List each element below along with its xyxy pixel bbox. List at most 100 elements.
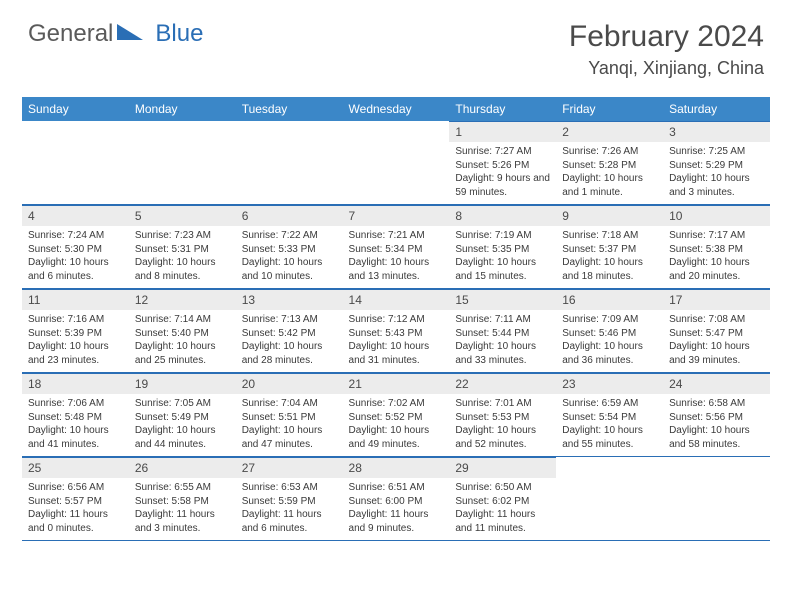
sunset-text: Sunset: 5:35 PM xyxy=(455,243,550,257)
day-info: Sunrise: 7:13 AMSunset: 5:42 PMDaylight:… xyxy=(236,310,343,372)
calendar-week-row: 18Sunrise: 7:06 AMSunset: 5:48 PMDayligh… xyxy=(22,373,770,457)
sunrise-text: Sunrise: 7:19 AM xyxy=(455,229,550,243)
sunrise-text: Sunrise: 7:27 AM xyxy=(455,145,550,159)
daylight-text: Daylight: 10 hours and 18 minutes. xyxy=(562,256,657,283)
sunset-text: Sunset: 5:53 PM xyxy=(455,411,550,425)
calendar-day-cell: 9Sunrise: 7:18 AMSunset: 5:37 PMDaylight… xyxy=(556,205,663,289)
day-number: 27 xyxy=(236,457,343,478)
daylight-text: Daylight: 10 hours and 8 minutes. xyxy=(135,256,230,283)
calendar-day-cell: 26Sunrise: 6:55 AMSunset: 5:58 PMDayligh… xyxy=(129,457,236,541)
calendar-day-cell: 21Sunrise: 7:02 AMSunset: 5:52 PMDayligh… xyxy=(343,373,450,457)
day-number: 22 xyxy=(449,373,556,394)
calendar-day-cell: 12Sunrise: 7:14 AMSunset: 5:40 PMDayligh… xyxy=(129,289,236,373)
calendar-day-cell: 6Sunrise: 7:22 AMSunset: 5:33 PMDaylight… xyxy=(236,205,343,289)
daylight-text: Daylight: 11 hours and 6 minutes. xyxy=(242,508,337,535)
sunrise-text: Sunrise: 7:09 AM xyxy=(562,313,657,327)
day-info: Sunrise: 7:04 AMSunset: 5:51 PMDaylight:… xyxy=(236,394,343,456)
sunrise-text: Sunrise: 7:04 AM xyxy=(242,397,337,411)
calendar-day-cell: 16Sunrise: 7:09 AMSunset: 5:46 PMDayligh… xyxy=(556,289,663,373)
day-info: Sunrise: 6:50 AMSunset: 6:02 PMDaylight:… xyxy=(449,478,556,540)
location-label: Yanqi, Xinjiang, China xyxy=(569,58,764,79)
calendar-day-cell: 29Sunrise: 6:50 AMSunset: 6:02 PMDayligh… xyxy=(449,457,556,541)
day-info: Sunrise: 7:01 AMSunset: 5:53 PMDaylight:… xyxy=(449,394,556,456)
daylight-text: Daylight: 10 hours and 47 minutes. xyxy=(242,424,337,451)
daylight-text: Daylight: 10 hours and 28 minutes. xyxy=(242,340,337,367)
day-number: 18 xyxy=(22,373,129,394)
sunrise-text: Sunrise: 7:02 AM xyxy=(349,397,444,411)
sunset-text: Sunset: 5:37 PM xyxy=(562,243,657,257)
sunrise-text: Sunrise: 7:14 AM xyxy=(135,313,230,327)
weekday-header: Thursday xyxy=(449,97,556,121)
day-info: Sunrise: 7:21 AMSunset: 5:34 PMDaylight:… xyxy=(343,226,450,288)
calendar-week-row: 4Sunrise: 7:24 AMSunset: 5:30 PMDaylight… xyxy=(22,205,770,289)
day-info: Sunrise: 7:23 AMSunset: 5:31 PMDaylight:… xyxy=(129,226,236,288)
day-number: 9 xyxy=(556,205,663,226)
sunset-text: Sunset: 5:26 PM xyxy=(455,159,550,173)
daylight-text: Daylight: 9 hours and 59 minutes. xyxy=(455,172,550,199)
sunrise-text: Sunrise: 6:59 AM xyxy=(562,397,657,411)
calendar-week-row: 25Sunrise: 6:56 AMSunset: 5:57 PMDayligh… xyxy=(22,457,770,541)
sunrise-text: Sunrise: 7:13 AM xyxy=(242,313,337,327)
day-number: 28 xyxy=(343,457,450,478)
sunrise-text: Sunrise: 6:56 AM xyxy=(28,481,123,495)
day-number: 11 xyxy=(22,289,129,310)
sunrise-text: Sunrise: 6:51 AM xyxy=(349,481,444,495)
sunrise-text: Sunrise: 7:01 AM xyxy=(455,397,550,411)
daylight-text: Daylight: 11 hours and 0 minutes. xyxy=(28,508,123,535)
day-info: Sunrise: 7:06 AMSunset: 5:48 PMDaylight:… xyxy=(22,394,129,456)
sunset-text: Sunset: 5:31 PM xyxy=(135,243,230,257)
day-number: 12 xyxy=(129,289,236,310)
daylight-text: Daylight: 10 hours and 44 minutes. xyxy=(135,424,230,451)
daylight-text: Daylight: 11 hours and 11 minutes. xyxy=(455,508,550,535)
sunrise-text: Sunrise: 7:21 AM xyxy=(349,229,444,243)
day-number: 24 xyxy=(663,373,770,394)
sunrise-text: Sunrise: 7:08 AM xyxy=(669,313,764,327)
sunrise-text: Sunrise: 7:06 AM xyxy=(28,397,123,411)
day-info: Sunrise: 7:12 AMSunset: 5:43 PMDaylight:… xyxy=(343,310,450,372)
daylight-text: Daylight: 10 hours and 1 minute. xyxy=(562,172,657,199)
calendar-day-cell: 5Sunrise: 7:23 AMSunset: 5:31 PMDaylight… xyxy=(129,205,236,289)
calendar-day-cell: 24Sunrise: 6:58 AMSunset: 5:56 PMDayligh… xyxy=(663,373,770,457)
day-info: Sunrise: 7:19 AMSunset: 5:35 PMDaylight:… xyxy=(449,226,556,288)
day-info: Sunrise: 7:16 AMSunset: 5:39 PMDaylight:… xyxy=(22,310,129,372)
sunrise-text: Sunrise: 7:12 AM xyxy=(349,313,444,327)
day-info: Sunrise: 7:18 AMSunset: 5:37 PMDaylight:… xyxy=(556,226,663,288)
calendar-day-cell: 10Sunrise: 7:17 AMSunset: 5:38 PMDayligh… xyxy=(663,205,770,289)
sunset-text: Sunset: 5:42 PM xyxy=(242,327,337,341)
sunset-text: Sunset: 6:00 PM xyxy=(349,495,444,509)
daylight-text: Daylight: 10 hours and 3 minutes. xyxy=(669,172,764,199)
day-number: 17 xyxy=(663,289,770,310)
calendar-day-cell: 3 Sunrise: 7:25 AMSunset: 5:29 PMDaylight… xyxy=(663,121,770,205)
sunset-text: Sunset: 5:28 PM xyxy=(562,159,657,173)
day-info: Sunrise: 6:53 AMSunset: 5:59 PMDaylight:… xyxy=(236,478,343,540)
daylight-text: Daylight: 10 hours and 31 minutes. xyxy=(349,340,444,367)
calendar-day-cell: 22Sunrise: 7:01 AMSunset: 5:53 PMDayligh… xyxy=(449,373,556,457)
calendar-day-cell: 20Sunrise: 7:04 AMSunset: 5:51 PMDayligh… xyxy=(236,373,343,457)
calendar-day-cell: 2Sunrise: 7:26 AMSunset: 5:28 PMDaylight… xyxy=(556,121,663,205)
weekday-header: Friday xyxy=(556,97,663,121)
daylight-text: Daylight: 10 hours and 25 minutes. xyxy=(135,340,230,367)
sunset-text: Sunset: 5:57 PM xyxy=(28,495,123,509)
calendar-table: SundayMondayTuesdayWednesdayThursdayFrid… xyxy=(22,97,770,541)
sunrise-text: Sunrise: 7:18 AM xyxy=(562,229,657,243)
calendar-day-cell: 14Sunrise: 7:12 AMSunset: 5:43 PMDayligh… xyxy=(343,289,450,373)
day-number: 20 xyxy=(236,373,343,394)
day-number: 15 xyxy=(449,289,556,310)
calendar-week-row: 11Sunrise: 7:16 AMSunset: 5:39 PMDayligh… xyxy=(22,289,770,373)
daylight-text: Daylight: 10 hours and 33 minutes. xyxy=(455,340,550,367)
sunset-text: Sunset: 5:59 PM xyxy=(242,495,337,509)
day-number: 29 xyxy=(449,457,556,478)
day-number: 21 xyxy=(343,373,450,394)
calendar-day-cell: 13Sunrise: 7:13 AMSunset: 5:42 PMDayligh… xyxy=(236,289,343,373)
sail-icon xyxy=(117,24,143,40)
sunrise-text: Sunrise: 6:55 AM xyxy=(135,481,230,495)
day-info: Sunrise: 7:22 AMSunset: 5:33 PMDaylight:… xyxy=(236,226,343,288)
sunset-text: Sunset: 5:51 PM xyxy=(242,411,337,425)
sunset-text: Sunset: 6:02 PM xyxy=(455,495,550,509)
sunset-text: Sunset: 5:29 PM xyxy=(669,159,764,173)
sunrise-text: Sunrise: 7:25 AM xyxy=(669,145,764,159)
day-info: Sunrise: 7:08 AMSunset: 5:47 PMDaylight:… xyxy=(663,310,770,372)
daylight-text: Daylight: 10 hours and 49 minutes. xyxy=(349,424,444,451)
day-number: 3 xyxy=(663,121,770,142)
sunrise-text: Sunrise: 7:24 AM xyxy=(28,229,123,243)
